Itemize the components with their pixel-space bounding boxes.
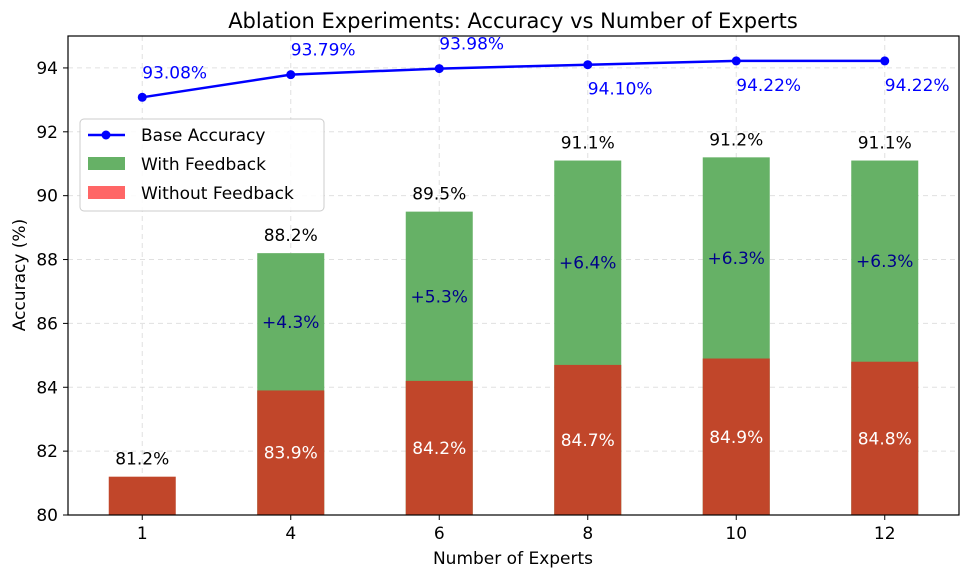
data-labels: 81.2% 88.2% +4.3% 83.9% 89.5% +5.3% 84.2% 91.1%… xyxy=(115,35,949,470)
bar-without-feedback xyxy=(405,380,473,515)
x-axis-label: Number of Experts xyxy=(433,549,593,569)
plot-frame xyxy=(67,35,960,516)
y-tick-label: 82 xyxy=(36,442,58,462)
base-accuracy-label: 93.79% xyxy=(291,41,356,61)
legend-base-marker xyxy=(101,130,111,140)
without-feedback-value-label: 84.9% xyxy=(709,428,763,448)
without-feedback-value-label: 81.2% xyxy=(115,450,169,470)
bar-without-feedback xyxy=(257,390,325,515)
y-tick-label: 94 xyxy=(36,59,58,79)
x-tick-label: 6 xyxy=(434,524,445,544)
grid xyxy=(68,36,959,516)
without-feedback-value-label: 84.8% xyxy=(858,429,912,449)
without-feedback-value-label: 83.9% xyxy=(264,444,318,464)
base-accuracy-point xyxy=(583,60,593,70)
without-feedback-value-label: 84.2% xyxy=(412,439,466,459)
without-feedback-value-label: 84.7% xyxy=(561,431,615,451)
feedback-gain-label: +6.3% xyxy=(708,249,765,269)
y-tick-label: 80 xyxy=(36,506,58,526)
x-tick-label: 4 xyxy=(285,524,296,544)
with-feedback-value-label: 89.5% xyxy=(412,185,466,205)
with-feedback-value-label: 88.2% xyxy=(264,226,318,246)
chart-title: Ablation Experiments: Accuracy vs Number… xyxy=(228,9,798,33)
base-accuracy-point xyxy=(137,92,147,102)
with-feedback-value-label: 91.2% xyxy=(709,130,763,150)
with-feedback-value-label: 91.1% xyxy=(561,134,615,154)
feedback-gain-label: +4.3% xyxy=(262,313,319,333)
base-accuracy-point xyxy=(880,56,890,66)
base-accuracy-point xyxy=(731,56,741,66)
legend-base-label: Base Accuracy xyxy=(141,126,265,146)
feedback-gain-label: +6.3% xyxy=(856,252,913,272)
bar-without-feedback xyxy=(108,476,176,515)
bar-without-feedback xyxy=(851,361,919,515)
x-tick-label: 1 xyxy=(137,524,148,544)
with-feedback-value-label: 91.1% xyxy=(858,134,912,154)
bars xyxy=(108,157,919,516)
base-accuracy-point xyxy=(434,64,444,74)
base-accuracy-polyline xyxy=(142,59,885,99)
x-tick-label: 10 xyxy=(725,524,747,544)
axes: 80 82 84 86 88 90 92 94 1 4 6 8 10 12 xyxy=(36,59,895,544)
y-tick-label: 92 xyxy=(36,123,58,143)
base-accuracy-point xyxy=(286,70,296,80)
legend-with-swatch xyxy=(88,157,125,170)
legend-box xyxy=(79,118,325,212)
bar-without-feedback xyxy=(554,364,622,515)
x-tick-label: 12 xyxy=(874,524,896,544)
feedback-gain-label: +6.4% xyxy=(559,254,616,274)
base-accuracy-label: 94.22% xyxy=(736,76,801,96)
base-accuracy-label: 94.10% xyxy=(588,80,653,100)
legend-with-label: With Feedback xyxy=(141,155,266,175)
feedback-gain-label: +5.3% xyxy=(411,287,468,307)
y-axis-label: Accuracy (%) xyxy=(10,219,30,331)
y-tick-label: 90 xyxy=(36,187,58,207)
legend-without-swatch xyxy=(88,186,125,199)
legend: Base Accuracy With Feedback Without Feedba… xyxy=(79,118,325,212)
y-tick-label: 86 xyxy=(36,314,58,334)
base-accuracy-label: 93.98% xyxy=(439,35,504,55)
y-tick-label: 84 xyxy=(36,378,58,398)
base-accuracy-label: 93.08% xyxy=(142,63,207,83)
base-accuracy-line xyxy=(137,56,890,102)
bar-without-feedback xyxy=(702,358,770,515)
x-tick-label: 8 xyxy=(582,524,593,544)
y-tick-label: 88 xyxy=(36,251,58,271)
legend-without-label: Without Feedback xyxy=(141,184,294,204)
base-accuracy-label: 94.22% xyxy=(885,76,950,96)
